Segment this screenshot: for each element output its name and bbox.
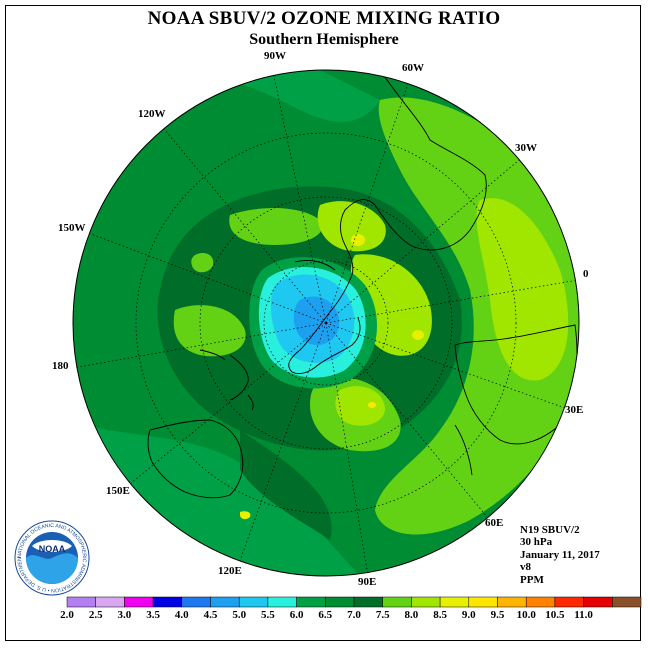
colorbar-swatch-13 [439, 596, 470, 608]
latitude-circle-1 [263, 260, 389, 386]
logo-noaa-text: NOAA [39, 544, 66, 554]
meridian-30w [325, 154, 526, 324]
colorbar-swatch-7 [267, 596, 297, 608]
lon-label-90e: 90E [358, 576, 377, 588]
colorbar-tick-10: 7.0 [347, 609, 361, 621]
colorbar-tick-7: 5.5 [261, 609, 275, 621]
map-title: NOAA SBUV/2 OZONE MIXING RATIO [147, 8, 501, 29]
colorbar-swatch-5 [210, 596, 240, 608]
latitude-circle-3 [135, 132, 517, 514]
colorbar-tick-15: 9.5 [491, 609, 505, 621]
map-subtitle: Southern Hemisphere [249, 31, 399, 48]
lon-label-30e: 30E [565, 404, 584, 416]
lon-label-150w: 150W [58, 222, 86, 234]
meridian-90e [325, 322, 369, 576]
lon-label-60w: 60W [402, 62, 424, 74]
logo-bird [32, 540, 72, 552]
colorbar-tick-12: 8.0 [405, 609, 419, 621]
colorbar-tick-9: 6.5 [318, 609, 332, 621]
colorbar-swatch-19 [612, 596, 642, 608]
field-7.5-8.0-nw [229, 208, 323, 245]
info-level: 30 hPa [520, 536, 553, 549]
info-version: v8 [520, 561, 531, 574]
colorbar-swatch-8 [296, 596, 326, 608]
latitude-circle-2 [199, 196, 453, 450]
colorbar-tick-1: 2.5 [89, 609, 103, 621]
field-7.0-7.5-tail [240, 430, 332, 540]
colorbar-swatch-15 [497, 596, 527, 608]
field-8.0-8.5-peninsula [317, 201, 386, 252]
colorbar-swatch-16 [525, 596, 556, 608]
colorbar-tick-0: 2.0 [60, 609, 74, 621]
lon-label-150e: 150E [106, 485, 130, 497]
meridian-0 [325, 279, 579, 324]
field-7.5-8.0-west [173, 305, 246, 357]
colorbar-tick-5: 4.5 [204, 609, 218, 621]
lon-label-0: 0 [583, 268, 589, 280]
lon-label-180: 180 [52, 360, 69, 372]
meridian-150e [124, 322, 327, 489]
lon-label-30w: 30W [515, 142, 537, 154]
colorbar-swatch-18 [583, 596, 613, 608]
colorbar-tick-14: 9.0 [462, 609, 476, 621]
lon-label-120e: 120E [218, 565, 242, 577]
colorbar-swatch-0 [66, 596, 96, 608]
colorbar-swatch-17 [554, 596, 584, 608]
ozone-field [73, 70, 579, 576]
coast-south-america [340, 70, 487, 251]
colorbar-swatch-9 [325, 596, 355, 608]
colorbar-swatch-10 [353, 596, 383, 608]
coast-peninsula [294, 259, 336, 271]
colorbar-tick-18: 11.0 [574, 609, 593, 621]
field-8.5-9.0-spot [240, 511, 251, 520]
info-date: January 11, 2017 [520, 548, 600, 561]
info-units: PPM [520, 573, 544, 586]
field-9.0-9.5-c [368, 402, 376, 408]
meridian-120e [237, 322, 327, 567]
colorbar-tick-16: 10.0 [517, 609, 537, 621]
field-8.5-9.0-a [351, 234, 365, 246]
info-block: N19 SBUV/2 30 hPa January 11, 2017 v8 PP… [520, 524, 600, 586]
colorbar-swatch-12 [411, 596, 441, 608]
colorbar-tick-17: 10.5 [545, 609, 565, 621]
coast-madagascar [454, 424, 473, 476]
field-7.5-8.0-spot [191, 253, 214, 273]
colorbar-tick-6: 5.0 [232, 609, 246, 621]
colorbar-tick-13: 8.5 [433, 609, 447, 621]
coast-australia [147, 419, 244, 499]
colorbar-swatch-2 [124, 596, 154, 608]
coast-tasmania [247, 394, 254, 411]
field-8.0-8.5-south [335, 386, 385, 426]
colorbar-tick-2: 3.0 [118, 609, 132, 621]
noaa-logo: NATIONAL OCEANIC AND ATMOSPHERIC ADMINIS… [14, 520, 90, 596]
map-boundary [72, 69, 580, 577]
colorbar-swatch-11 [382, 596, 412, 608]
field-7.5-8.0-east [375, 97, 579, 535]
coast-antarctica [288, 244, 361, 375]
colorbar-tick-3: 3.5 [146, 609, 160, 621]
colorbar-swatch-1 [95, 596, 125, 608]
colorbar-tick-4: 4.0 [175, 609, 189, 621]
lon-label-120w: 120W [138, 108, 166, 120]
field-8.0-8.5-east [476, 198, 569, 381]
lon-label-90w: 90W [264, 50, 286, 62]
logo-wave [26, 553, 78, 584]
coast-nz [199, 349, 226, 361]
field-8.5-9.0-b [412, 330, 424, 340]
graticule [73, 70, 579, 576]
colorbar-swatch-4 [181, 596, 211, 608]
colorbar-swatch-6 [238, 596, 269, 608]
meridian-180 [73, 322, 327, 369]
colorbar-swatch-14 [468, 596, 498, 608]
meridian-150w [85, 231, 327, 324]
figure-frame [5, 5, 641, 641]
colorbar-tick-11: 7.5 [376, 609, 390, 621]
colorbar-tick-8: 6.0 [290, 609, 304, 621]
colorbar-swatch-3 [152, 596, 183, 608]
info-satellite: N19 SBUV/2 [520, 524, 580, 536]
field-4.5-5.0-core [293, 296, 340, 346]
lon-label-60e: 60E [485, 517, 504, 529]
